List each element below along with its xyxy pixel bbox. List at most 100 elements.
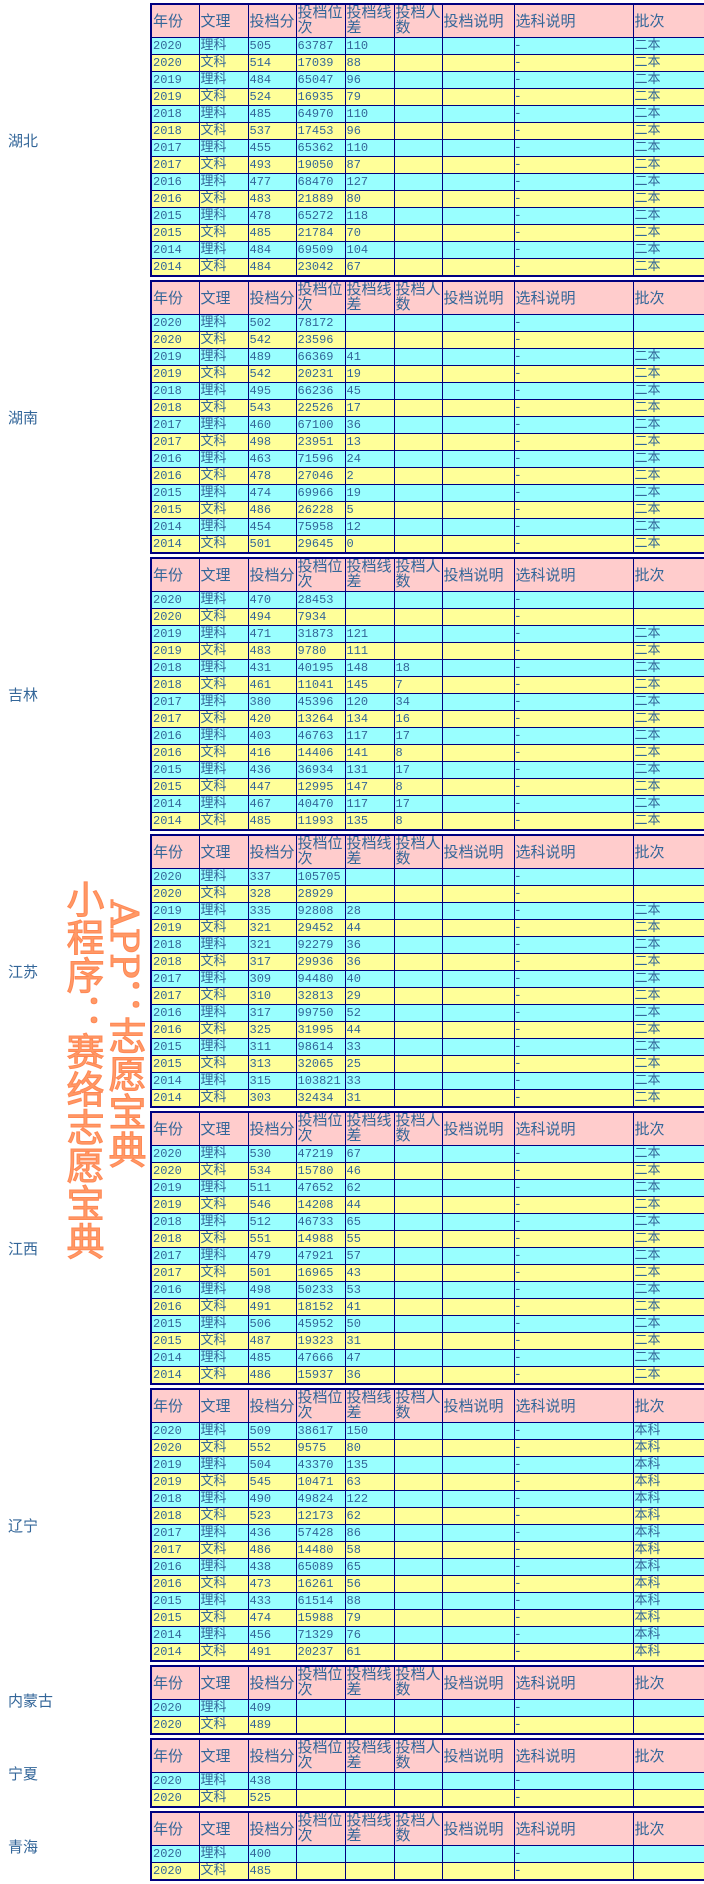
column-header-admission-note: 投档说明 [441, 834, 515, 869]
cell-year: 2020 [150, 885, 200, 903]
cell-rank: 45952 [295, 1315, 346, 1333]
cell-track: 理科 [198, 970, 249, 988]
cell-subject-note: - [513, 450, 634, 468]
column-header-track: 文理 [198, 280, 249, 315]
table-row: 2019 文科 524 16935 79 - 二本 [150, 88, 704, 106]
cell-year: 2019 [150, 1456, 200, 1474]
cell-admission-note [441, 314, 515, 332]
cell-subject-note: - [513, 535, 634, 554]
cell-subject-note: - [513, 467, 634, 485]
cell-track: 文科 [198, 224, 249, 242]
column-header-subject-note: 选科说明 [513, 280, 634, 315]
cell-batch [632, 1845, 704, 1863]
cell-score: 485 [247, 105, 297, 123]
column-header-rank: 投档位次 [295, 557, 346, 592]
province-block: 宁夏 年份 文理 投档分 投档位次 投档线差 投档人数 投档说明 选科说明 批次 2020 理科 438… [0, 1738, 704, 1808]
cell-batch: 二本 [632, 902, 704, 920]
cell-subject-note: - [513, 1558, 634, 1576]
cell-year: 2015 [150, 778, 200, 796]
table-row: 2020 文科 514 17039 88 - 二本 [150, 54, 704, 72]
cell-track: 文科 [198, 885, 249, 903]
cell-rank: 67100 [295, 416, 346, 434]
table-row: 2018 文科 537 17453 96 - 二本 [150, 122, 704, 140]
cell-year: 2014 [150, 1349, 200, 1367]
cell-rank [295, 1789, 346, 1808]
cell-track: 文科 [198, 710, 249, 728]
cell-admitted-count [393, 1213, 443, 1231]
table-header-row: 年份 文理 投档分 投档位次 投档线差 投档人数 投档说明 选科说明 批次 [150, 1111, 704, 1146]
cell-score: 403 [247, 727, 297, 745]
cell-score: 309 [247, 970, 297, 988]
cell-admitted-count [393, 1055, 443, 1073]
column-header-line-diff: 投档线差 [344, 1388, 395, 1423]
table-row: 2017 文科 486 14480 58 - 本科 [150, 1541, 704, 1559]
cell-subject-note: - [513, 348, 634, 366]
cell-batch [632, 608, 704, 626]
cell-batch: 二本 [632, 365, 704, 383]
cell-admitted-count [393, 642, 443, 660]
cell-admitted-count [393, 1626, 443, 1644]
cell-admission-note [441, 207, 515, 225]
cell-admitted-count [393, 987, 443, 1005]
table-row: 2016 理科 463 71596 24 - 二本 [150, 450, 704, 468]
cell-batch: 二本 [632, 1366, 704, 1385]
cell-score: 487 [247, 1332, 297, 1350]
cell-track: 文科 [198, 1298, 249, 1316]
cell-score: 483 [247, 642, 297, 660]
cell-track: 文科 [198, 1366, 249, 1385]
column-header-rank: 投档位次 [295, 3, 346, 38]
cell-admission-note [441, 365, 515, 383]
cell-admission-note [441, 1473, 515, 1491]
cell-batch [632, 1716, 704, 1735]
cell-admission-note [441, 591, 515, 609]
cell-year: 2018 [150, 1507, 200, 1525]
cell-score: 485 [247, 224, 297, 242]
cell-subject-note: - [513, 1716, 634, 1735]
column-header-year: 年份 [150, 1665, 200, 1700]
table-row: 2020 文科 328 28929 - [150, 885, 704, 903]
table-row: 2019 文科 321 29452 44 - 二本 [150, 919, 704, 937]
cell-admission-note [441, 535, 515, 554]
cell-rank [295, 1772, 346, 1790]
cell-admission-note [441, 1038, 515, 1056]
cell-rank: 47921 [295, 1247, 346, 1265]
cell-subject-note: - [513, 1264, 634, 1282]
table-row: 2020 理科 438 - [150, 1772, 704, 1790]
cell-batch: 二本 [632, 518, 704, 536]
cell-batch: 二本 [632, 1179, 704, 1197]
cell-batch: 二本 [632, 1315, 704, 1333]
cell-admitted-count: 17 [393, 727, 443, 745]
cell-batch: 二本 [632, 1247, 704, 1265]
cell-track: 文科 [198, 642, 249, 660]
province-block: 江苏 年份 文理 投档分 投档位次 投档线差 投档人数 投档说明 选科说明 批次 2020 理科 337… [0, 834, 704, 1108]
cell-line-diff: 61 [344, 1643, 395, 1662]
cell-score: 523 [247, 1507, 297, 1525]
cell-score: 485 [247, 1349, 297, 1367]
cell-score: 483 [247, 190, 297, 208]
cell-line-diff [344, 331, 395, 349]
cell-score: 530 [247, 1145, 297, 1163]
cell-year: 2014 [150, 812, 200, 831]
cell-admitted-count: 8 [393, 812, 443, 831]
cell-score: 543 [247, 399, 297, 417]
cell-subject-note: - [513, 795, 634, 813]
table-row: 2020 文科 552 9575 80 - 本科 [150, 1439, 704, 1457]
cell-line-diff: 87 [344, 156, 395, 174]
cell-year: 2014 [150, 795, 200, 813]
province-label: 江西 [8, 1239, 39, 1258]
cell-line-diff: 118 [344, 207, 395, 225]
cell-score: 447 [247, 778, 297, 796]
cell-admitted-count [393, 105, 443, 123]
column-header-admission-note: 投档说明 [441, 280, 515, 315]
cell-rank: 47652 [295, 1179, 346, 1197]
cell-batch: 二本 [632, 416, 704, 434]
column-header-track: 文理 [198, 1738, 249, 1773]
cell-year: 2016 [150, 744, 200, 762]
column-header-batch: 批次 [632, 1738, 704, 1773]
table-row: 2017 文科 493 19050 87 - 二本 [150, 156, 704, 174]
cell-subject-note: - [513, 1162, 634, 1180]
cell-score: 484 [247, 258, 297, 277]
cell-admitted-count [393, 88, 443, 106]
cell-year: 2014 [150, 1626, 200, 1644]
cell-year: 2015 [150, 501, 200, 519]
